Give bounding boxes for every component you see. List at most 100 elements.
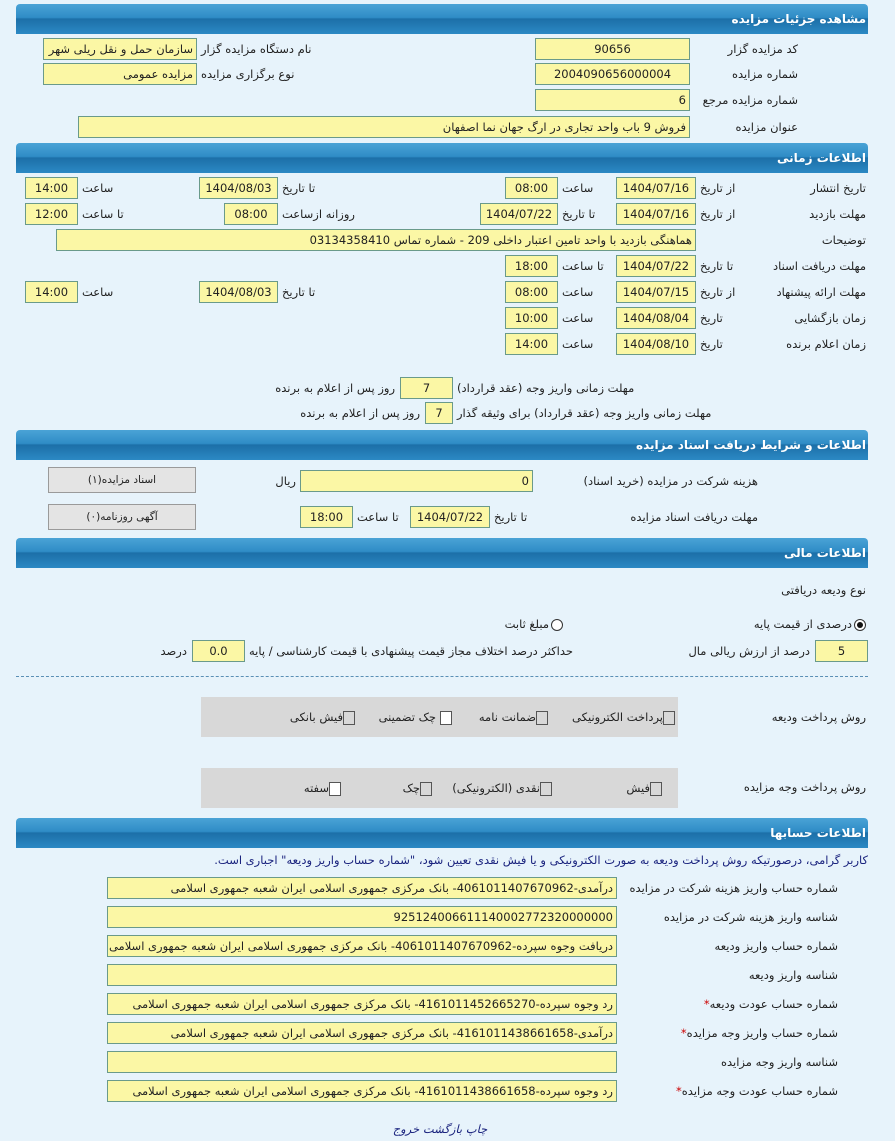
checkbox-checked-icon[interactable] bbox=[540, 781, 552, 796]
winner-date: 1404/08/10 bbox=[616, 333, 696, 355]
num-label: شماره مزایده bbox=[732, 67, 798, 81]
radio-unchecked-icon[interactable] bbox=[551, 618, 563, 631]
offer-from-time: 08:00 bbox=[505, 281, 558, 303]
deposit-pay-label: روش پرداخت ودیعه bbox=[771, 710, 866, 724]
checkbox-label: نقدی (الکترونیکی) bbox=[452, 781, 540, 795]
from-date-label: از تاریخ bbox=[700, 207, 736, 221]
row-ref: شماره مزایده مرجع 6 bbox=[535, 89, 800, 111]
section-title: اطلاعات زمانی bbox=[777, 151, 866, 165]
checkbox-unchecked-icon[interactable] bbox=[329, 781, 341, 796]
section-header-auction-details: مشاهده جزئیات مزایده bbox=[16, 4, 868, 34]
daily-from-label: روزانه ازساعت bbox=[282, 207, 355, 221]
auction-method-slip[interactable]: فیش bbox=[552, 768, 662, 808]
print-link[interactable]: چاپ bbox=[465, 1122, 488, 1136]
offer-from-date: 1404/07/15 bbox=[616, 281, 696, 303]
pay-label: مهلت زمانی واریز وجه (عقد قرارداد) bbox=[457, 381, 635, 395]
auction-method-check[interactable]: چک bbox=[341, 768, 432, 808]
checkbox-label: ضمانت نامه bbox=[478, 710, 536, 724]
account-row: شماره حساب واریز هزینه شرکت در مزایده درآ… bbox=[107, 877, 840, 899]
pay-suffix: روز پس از اعلام به برنده bbox=[275, 381, 395, 395]
auction-method-cash[interactable]: نقدی (الکترونیکی) bbox=[432, 768, 552, 808]
visit-label: مهلت بازدید bbox=[809, 207, 866, 221]
to-date-label: تا تاریخ bbox=[282, 285, 316, 299]
max-diff-suffix: درصد bbox=[160, 644, 187, 658]
currency-label: ریال bbox=[275, 474, 296, 488]
account-row-label: شماره حساب واریز ودیعه bbox=[617, 935, 840, 957]
back-link[interactable]: بازگشت bbox=[422, 1122, 463, 1136]
checkbox-label: فیش بانکی bbox=[289, 710, 343, 724]
deposit-method-check[interactable]: چک تضمینی bbox=[355, 697, 452, 737]
account-row-field: رد وجوه سپرده-4161011452665270- بانک مرک… bbox=[107, 993, 617, 1015]
deposit-method-electronic[interactable]: پرداخت الکترونیکی bbox=[548, 697, 675, 737]
checkbox-label: فیش bbox=[626, 781, 650, 795]
auction-method-promissory[interactable]: سفته bbox=[304, 768, 341, 808]
deposit-method-bank-slip[interactable]: فیش بانکی bbox=[290, 697, 355, 737]
deadline-time: 18:00 bbox=[300, 506, 353, 528]
radio-percent[interactable]: درصدی از قیمت پایه bbox=[565, 613, 868, 635]
account-row: شناسه واریز وجه مزایده bbox=[107, 1051, 840, 1073]
checkbox-unchecked-icon[interactable] bbox=[440, 710, 452, 725]
checkbox-label: پرداخت الکترونیکی bbox=[572, 710, 663, 724]
section-header-accounts: اطلاعات حسابها bbox=[16, 818, 868, 848]
account-row-field bbox=[107, 1051, 617, 1073]
account-row-label: شناسه واریز ودیعه bbox=[617, 964, 840, 986]
radio-fixed[interactable]: مبلغ ثابت bbox=[505, 613, 565, 635]
pay-days-field: 7 bbox=[400, 377, 453, 399]
checkbox-checked-icon[interactable] bbox=[343, 710, 355, 725]
exit-link[interactable]: خروج bbox=[392, 1122, 420, 1136]
row-desc: توضیحات هماهنگی بازدید با واحد تامین اعت… bbox=[56, 229, 868, 251]
section-title: مشاهده جزئیات مزایده bbox=[731, 12, 866, 26]
docs-label: مهلت دریافت اسناد bbox=[773, 259, 866, 273]
to-time-label: تا ساعت bbox=[357, 510, 399, 524]
time-label: ساعت bbox=[562, 337, 594, 351]
account-row: شماره حساب واریز وجه مزایده* درآمدی-41610… bbox=[107, 1022, 840, 1044]
ref-label: شماره مزایده مرجع bbox=[702, 93, 798, 107]
publish-to-date: 1404/08/03 bbox=[199, 177, 278, 199]
auction-number-field: 2004090656000004 bbox=[535, 63, 690, 85]
checkbox-label: چک تضمینی bbox=[378, 710, 436, 724]
account-row-label: شناسه واریز وجه مزایده bbox=[617, 1051, 840, 1073]
footer-links: چاپ بازگشت خروج bbox=[0, 1122, 880, 1136]
newspaper-ad-button[interactable]: آگهی روزنامه(۰) bbox=[48, 504, 196, 530]
auctioneer-code-field: 90656 bbox=[535, 38, 690, 60]
account-row-field: رد وجوه سپرده-4161011438661658- بانک مرک… bbox=[107, 1080, 617, 1102]
account-row-field: درآمدی-4061011407670962- بانک مرکزی جمهو… bbox=[107, 877, 617, 899]
time-label: ساعت bbox=[82, 285, 114, 299]
winner-label: زمان اعلام برنده bbox=[786, 337, 866, 351]
winner-time: 14:00 bbox=[505, 333, 558, 355]
fee-label: هزینه شرکت در مزایده (خرید اسناد) bbox=[583, 474, 759, 488]
checkbox-checked-icon[interactable] bbox=[536, 710, 548, 725]
accounts-note: کاربر گرامی، درصورتیکه روش پرداخت ودیعه … bbox=[214, 853, 868, 867]
row-winner: زمان اعلام برنده تاریخ 1404/08/10 ساعت 1… bbox=[478, 333, 868, 355]
offer-label: مهلت ارائه پیشنهاد bbox=[776, 285, 866, 299]
radio-checked-icon[interactable] bbox=[854, 618, 866, 631]
max-diff-label: حداکثر درصد اختلاف مجاز قیمت پیشنهادی با… bbox=[248, 644, 573, 658]
label-text: شناسه واریز ودیعه bbox=[748, 968, 838, 982]
publish-from-date: 1404/07/16 bbox=[616, 177, 696, 199]
time-label: ساعت bbox=[82, 181, 114, 195]
row-deposit-pay: روش پرداخت ودیعه bbox=[772, 706, 868, 728]
visit-daily-from-time: 08:00 bbox=[224, 203, 278, 225]
checkbox-checked-icon[interactable] bbox=[663, 710, 675, 725]
to-date-label: تا تاریخ bbox=[494, 510, 528, 524]
row-percent: 5 درصد از ارزش ریالی مال حداکثر درصد اخت… bbox=[160, 640, 868, 662]
checkbox-checked-icon[interactable] bbox=[650, 781, 662, 796]
row-deadline: مهلت دریافت اسناد مزایده تا تاریخ 1404/0… bbox=[300, 506, 760, 528]
account-row: شناسه واریز هزینه شرکت در مزایده 92512400… bbox=[107, 906, 840, 928]
account-row: شناسه واریز ودیعه bbox=[107, 964, 840, 986]
subject-label: عنوان مزایده bbox=[735, 120, 798, 134]
row-docs: مهلت دریافت اسناد تا تاریخ 1404/07/22 تا… bbox=[478, 255, 868, 277]
account-row-label: شماره حساب عودت وجه مزایده* bbox=[617, 1080, 840, 1102]
checkbox-checked-icon[interactable] bbox=[420, 781, 432, 796]
deposit-method-guarantee[interactable]: ضمانت نامه bbox=[452, 697, 548, 737]
label-text: شماره حساب واریز ودیعه bbox=[714, 939, 838, 953]
checkbox-label: سفته bbox=[303, 781, 329, 795]
checkbox-label: چک bbox=[402, 781, 420, 795]
row-open: زمان بازگشایی تاریخ 1404/08/04 ساعت 10:0… bbox=[478, 307, 868, 329]
account-row-field: 925124006611140002772320000000 bbox=[107, 906, 617, 928]
section-title: اطلاعات و شرایط دریافت اسناد مزایده bbox=[635, 438, 866, 452]
auction-documents-button[interactable]: اسناد مزایده(۱) bbox=[48, 467, 196, 493]
ref-field: 6 bbox=[535, 89, 690, 111]
label-text: شناسه واریز وجه مزایده bbox=[720, 1055, 838, 1069]
label-text: شماره حساب واریز وجه مزایده bbox=[686, 1026, 838, 1040]
